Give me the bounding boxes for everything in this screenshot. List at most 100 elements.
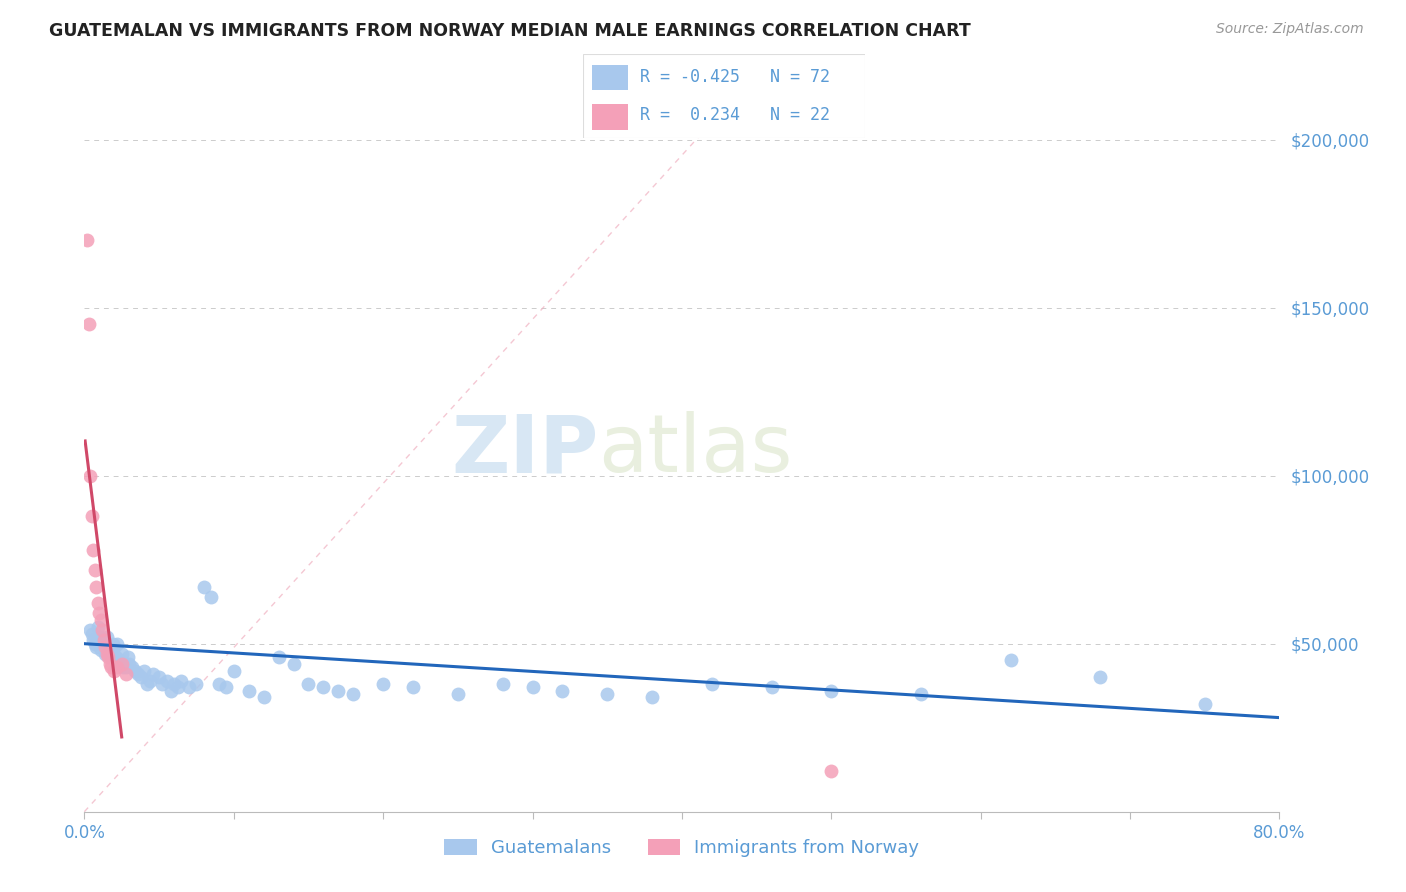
Point xyxy=(492,677,515,691)
Point xyxy=(522,681,544,695)
Point xyxy=(596,687,619,701)
Point xyxy=(93,633,115,648)
Point xyxy=(170,673,193,688)
Point xyxy=(139,673,162,688)
Text: ZIP: ZIP xyxy=(451,411,599,490)
Point xyxy=(93,637,115,651)
Point xyxy=(79,468,101,483)
Point xyxy=(328,683,350,698)
Point xyxy=(111,657,134,671)
Point xyxy=(83,563,105,577)
Point xyxy=(103,664,125,678)
Point xyxy=(117,650,139,665)
Point xyxy=(150,677,173,691)
Text: atlas: atlas xyxy=(599,411,793,490)
Point xyxy=(80,626,103,640)
Point xyxy=(820,683,842,698)
Point xyxy=(342,687,364,701)
Point xyxy=(1194,697,1216,711)
Point xyxy=(96,647,118,661)
Point xyxy=(111,647,134,661)
Point xyxy=(105,660,128,674)
Point xyxy=(107,653,129,667)
Point xyxy=(86,580,108,594)
Point xyxy=(83,637,105,651)
Point xyxy=(253,690,276,705)
Point xyxy=(89,630,111,644)
Point xyxy=(447,687,470,701)
Point xyxy=(167,681,190,695)
Text: R = -0.425   N = 72: R = -0.425 N = 72 xyxy=(640,69,830,87)
Point xyxy=(91,624,114,638)
Point xyxy=(96,630,118,644)
Point xyxy=(101,637,124,651)
Point xyxy=(132,664,156,678)
Point xyxy=(700,677,723,691)
Point xyxy=(148,670,170,684)
Point xyxy=(136,677,159,691)
Point xyxy=(142,667,165,681)
Point xyxy=(87,620,110,634)
Point xyxy=(86,640,108,654)
Point xyxy=(160,683,183,698)
Point xyxy=(110,657,132,671)
Point xyxy=(910,687,932,701)
Point xyxy=(82,542,104,557)
Point xyxy=(1090,670,1112,684)
Point xyxy=(641,690,664,705)
Point xyxy=(80,508,103,523)
Legend: Guatemalans, Immigrants from Norway: Guatemalans, Immigrants from Norway xyxy=(437,831,927,864)
Text: GUATEMALAN VS IMMIGRANTS FROM NORWAY MEDIAN MALE EARNINGS CORRELATION CHART: GUATEMALAN VS IMMIGRANTS FROM NORWAY MED… xyxy=(49,22,972,40)
FancyBboxPatch shape xyxy=(592,104,628,130)
Point xyxy=(127,667,149,681)
Point xyxy=(115,660,138,674)
Point xyxy=(79,624,101,638)
Point xyxy=(87,596,110,610)
Point xyxy=(94,640,117,654)
Point xyxy=(163,677,186,691)
Point xyxy=(104,650,127,665)
Point xyxy=(98,643,121,657)
Point xyxy=(98,657,121,671)
Point xyxy=(118,657,141,671)
Point xyxy=(89,607,111,621)
Point xyxy=(82,633,104,648)
Point xyxy=(100,650,122,665)
FancyBboxPatch shape xyxy=(583,54,865,138)
Point xyxy=(1000,653,1022,667)
Point xyxy=(94,647,117,661)
Point xyxy=(297,677,319,691)
Point xyxy=(551,683,574,698)
Point xyxy=(100,660,122,674)
Point xyxy=(97,640,120,654)
Point xyxy=(267,650,290,665)
Point xyxy=(90,613,112,627)
Point xyxy=(91,633,114,648)
Point xyxy=(208,677,231,691)
Point xyxy=(105,637,128,651)
Point xyxy=(200,590,222,604)
Point xyxy=(155,673,177,688)
FancyBboxPatch shape xyxy=(592,64,628,90)
Point xyxy=(114,657,136,671)
Point xyxy=(76,234,98,248)
Point xyxy=(97,650,120,665)
Point xyxy=(129,670,152,684)
Point xyxy=(90,643,112,657)
Point xyxy=(193,580,215,594)
Point xyxy=(186,677,208,691)
Point xyxy=(215,681,238,695)
Point xyxy=(112,660,135,674)
Point xyxy=(115,667,138,681)
Point xyxy=(820,764,842,779)
Point xyxy=(312,681,335,695)
Point xyxy=(124,664,146,678)
Text: Source: ZipAtlas.com: Source: ZipAtlas.com xyxy=(1216,22,1364,37)
Point xyxy=(121,660,143,674)
Point xyxy=(177,681,200,695)
Point xyxy=(103,640,125,654)
Point xyxy=(77,318,100,332)
Text: R =  0.234   N = 22: R = 0.234 N = 22 xyxy=(640,105,830,123)
Point xyxy=(222,664,245,678)
Point xyxy=(238,683,260,698)
